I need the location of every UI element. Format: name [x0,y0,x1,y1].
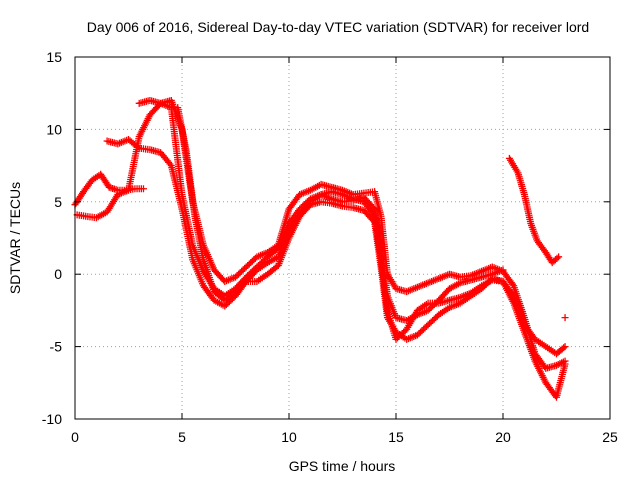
series-track-d [135,96,569,372]
data-point [369,204,377,212]
y-axis-label: SDTVAR / TECUs [7,182,23,294]
x-tick-label: 10 [281,429,297,445]
data-point [561,314,569,322]
axis-ticks: 0 5 10 15 20 25 15 10 5 0 -5 -10 [42,49,618,445]
y-tick-label: 15 [46,49,62,65]
data-point [241,279,249,287]
x-tick-label: 25 [602,429,618,445]
series-track-f [505,154,563,267]
x-tick-label: 0 [71,429,79,445]
y-tick-label: 0 [54,266,62,282]
x-axis-label: GPS time / hours [289,458,396,474]
series-track-a [71,170,147,209]
y-tick-label: 10 [46,121,62,137]
data-point [561,343,569,351]
x-tick-label: 20 [495,429,511,445]
series-track-b [73,99,569,358]
data-point [499,266,507,274]
data-point [553,254,561,262]
x-tick-label: 15 [388,429,404,445]
data-point [555,253,563,261]
series-isolated [561,314,569,322]
y-tick-label: 5 [54,194,62,210]
plot-border [74,56,611,420]
data-point [560,344,568,352]
y-tick-label: -10 [42,411,62,427]
series-track-e [174,104,507,325]
y-tick-label: -5 [50,339,63,355]
data-point [139,185,147,193]
data-point [561,357,569,365]
data-point [134,143,142,151]
data-point [166,160,174,168]
x-tick-label: 5 [178,429,186,445]
chart-title: Day 006 of 2016, Sidereal Day-to-day VTE… [87,19,589,35]
data-point [509,280,517,288]
data-marks [71,96,569,401]
